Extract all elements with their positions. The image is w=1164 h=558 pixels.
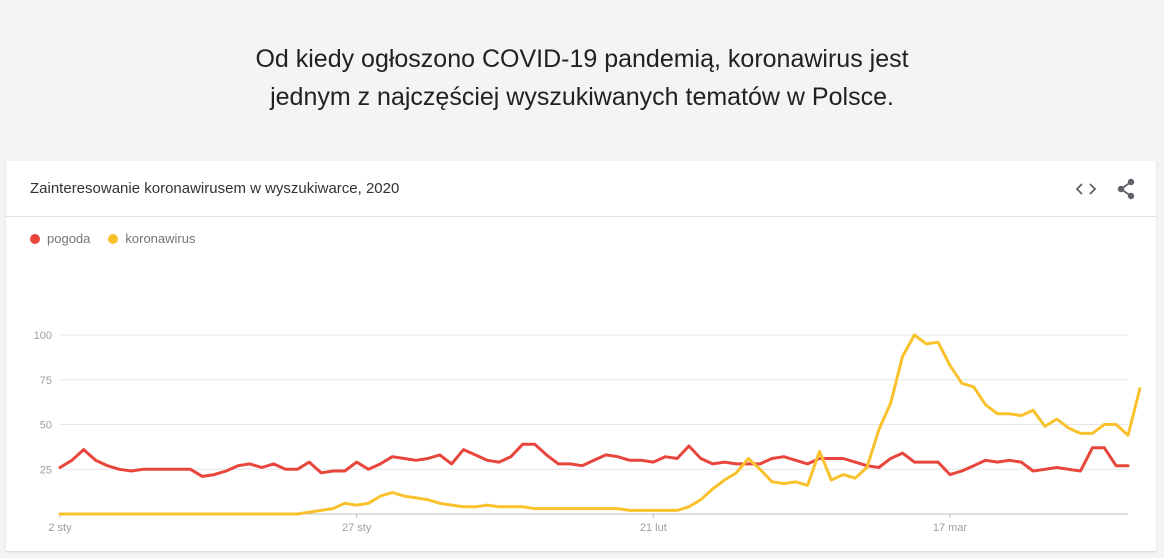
line-chart[interactable]: 25 50 75 100 2 sty 27 sty 21 lut 17 mar xyxy=(6,161,1156,551)
legend-item-koronawirus[interactable]: koronawirus xyxy=(108,231,195,246)
x-tick-label-1: 27 sty xyxy=(342,522,372,534)
embed-button[interactable] xyxy=(1074,177,1098,201)
card-title: Zainteresowanie koronawirusem w wyszukiw… xyxy=(30,180,400,197)
x-tick-label-2: 21 lut xyxy=(640,522,667,534)
headline: Od kiedy ogłoszono COVID-19 pandemią, ko… xyxy=(0,40,1164,116)
legend-label-koronawirus: koronawirus xyxy=(125,231,196,246)
chart-legend: pogoda koronawirus xyxy=(30,231,195,246)
series-line-pogoda xyxy=(58,442,1130,478)
y-tick-label-25: 25 xyxy=(40,464,52,476)
series-line-koronawirus xyxy=(58,333,1142,516)
y-tick-label-100: 100 xyxy=(34,330,52,342)
x-tick-label-0: 2 sty xyxy=(48,522,72,534)
share-button[interactable] xyxy=(1114,177,1138,201)
share-icon xyxy=(1117,178,1135,200)
chart-card: Zainteresowanie koronawirusem w wyszukiw… xyxy=(6,161,1156,551)
card-header: Zainteresowanie koronawirusem w wyszukiw… xyxy=(6,161,1156,217)
legend-label-pogoda: pogoda xyxy=(47,231,91,246)
y-tick-label-50: 50 xyxy=(40,420,52,432)
legend-dot-koronawirus xyxy=(108,233,119,244)
headline-line-1: Od kiedy ogłoszono COVID-19 pandemią, ko… xyxy=(255,45,909,73)
legend-dot-pogoda xyxy=(30,233,40,244)
headline-line-2: jednym z najczęściej wyszukiwanych temat… xyxy=(270,83,894,111)
legend-item-pogoda[interactable]: pogoda xyxy=(30,231,90,246)
x-tick-label-3: 17 mar xyxy=(933,522,968,534)
code-icon xyxy=(1075,183,1097,195)
y-tick-label-75: 75 xyxy=(40,375,52,387)
